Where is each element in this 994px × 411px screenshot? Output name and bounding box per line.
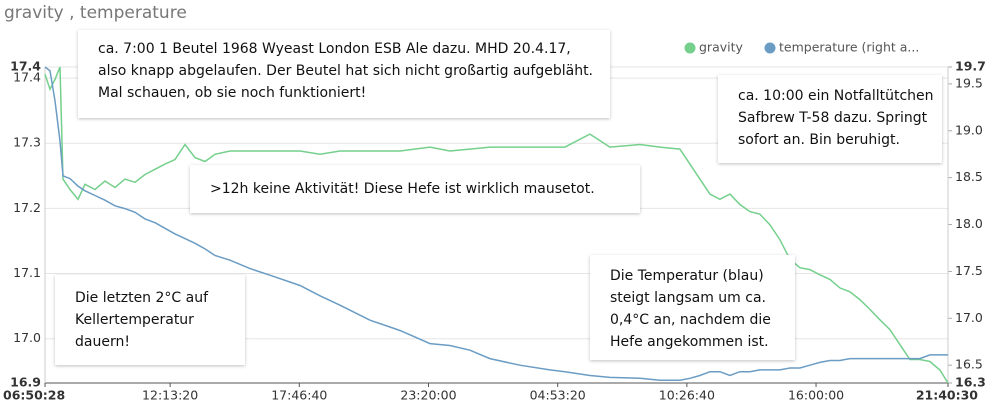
x-tick-label: 12:13:20 xyxy=(142,388,198,403)
annotation-box xyxy=(55,275,245,365)
y2-tick-label: 19.0 xyxy=(955,122,983,137)
x-tick-label: 04:53:20 xyxy=(530,388,586,403)
annotation-box xyxy=(590,255,795,360)
annotation-text: dauern! xyxy=(75,334,130,350)
y-tick-label: 17.1 xyxy=(13,265,41,280)
annotation-text: ca. 10:00 ein Notfalltütchen xyxy=(738,88,934,104)
y-tick-label: 17.4 xyxy=(10,59,41,74)
annotation-text: also knapp abgelaufen. Der Beutel hat si… xyxy=(98,63,593,79)
x-tick-label: 23:20:00 xyxy=(400,388,456,403)
y2-tick-label: 16.3 xyxy=(955,375,986,390)
y2-tick-label: 17.0 xyxy=(955,310,983,325)
x-tick-label: 17:46:40 xyxy=(271,388,327,403)
y-tick-label: 17.0 xyxy=(13,330,41,345)
y2-tick-label: 16.5 xyxy=(955,357,983,372)
legend-swatch xyxy=(764,42,776,54)
x-tick-label: 21:40:30 xyxy=(916,388,978,403)
y-tick-label: 17.4 xyxy=(13,70,41,85)
annotation-text: 0,4°C an, nachdem die xyxy=(610,312,771,328)
chart-title: gravity , temperature xyxy=(4,3,187,23)
x-tick-label: 06:50:28 xyxy=(3,388,65,403)
y2-tick-label: 18.5 xyxy=(955,169,983,184)
x-tick-label: 10:26:40 xyxy=(659,388,715,403)
annotation-text: Die Temperatur (blau) xyxy=(610,268,764,284)
series-line xyxy=(44,66,948,381)
y-tick-label: 16.9 xyxy=(10,375,41,390)
annotation-text: sofort an. Bin beruhigt. xyxy=(738,132,900,148)
annotation-text: Die letzten 2°C auf xyxy=(75,290,209,306)
annotation-text: Hefe angekommen ist. xyxy=(610,334,769,350)
y2-tick-label: 18.0 xyxy=(955,216,983,231)
y-tick-label: 17.2 xyxy=(13,200,41,215)
annotation-text: ca. 7:00 1 Beutel 1968 Wyeast London ESB… xyxy=(98,41,571,57)
y2-tick-label: 19.5 xyxy=(955,75,983,90)
x-tick-label: 16:00:00 xyxy=(788,388,844,403)
y2-tick-label: 19.7 xyxy=(955,59,986,74)
annotation-text: Mal schauen, ob sie noch funktioniert! xyxy=(98,85,366,101)
y-tick-label: 17.3 xyxy=(13,135,41,150)
legend-swatch xyxy=(684,42,696,54)
legend-label: temperature (right a... xyxy=(779,40,919,55)
legend-label: gravity xyxy=(699,40,744,55)
annotation-text: >12h keine Aktivität! Diese Hefe ist wir… xyxy=(210,181,595,197)
series-line xyxy=(44,66,949,384)
annotation-text: steigt langsam um ca. xyxy=(610,290,766,306)
annotation-box xyxy=(718,75,942,163)
annotation-text: Safbrew T-58 dazu. Springt xyxy=(738,110,928,126)
annotation-text: Kellertemperatur xyxy=(75,312,194,328)
annotation-box xyxy=(190,165,640,213)
y2-tick-label: 17.5 xyxy=(955,263,983,278)
annotation-box xyxy=(78,30,610,118)
